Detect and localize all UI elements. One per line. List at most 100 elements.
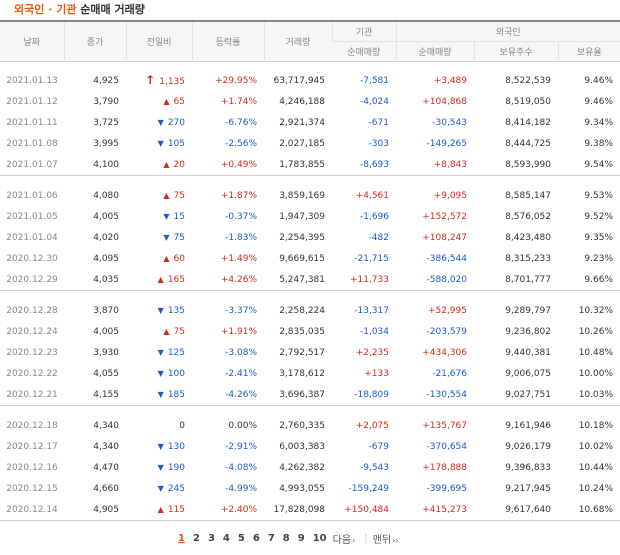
- cell-ratio-value: 10.68%: [578, 504, 614, 515]
- cell-rate: -4.99%: [192, 478, 264, 499]
- cell-holdings-value: 9,217,945: [505, 483, 551, 494]
- cell-holdings: 9,617,640: [474, 499, 558, 521]
- cell-date-value: 2021.01.13: [6, 75, 58, 86]
- table-row: 2021.01.05 4,005 ▼ 15 -0.37% 1,947,309 -1,696 +…: [0, 206, 620, 227]
- page-link[interactable]: 7: [267, 532, 275, 544]
- page-link[interactable]: 4: [222, 532, 230, 544]
- cell-rate-value: -2.91%: [225, 441, 257, 452]
- cell-rate: +4.26%: [192, 269, 264, 291]
- cell-inst-net-value: +2,235: [355, 347, 389, 358]
- cell-rate-value: 0.00%: [228, 420, 257, 431]
- cell-rate: +1.74%: [192, 91, 264, 112]
- cell-date: 2020.12.15: [0, 478, 64, 499]
- cell-ratio-value: 10.24%: [578, 483, 614, 494]
- cell-close-value: 4,905: [93, 504, 119, 515]
- cell-ratio: 10.32%: [558, 300, 620, 321]
- page-link[interactable]: 9: [297, 532, 305, 544]
- cell-date: 2020.12.16: [0, 457, 64, 478]
- cell-close: 3,725: [64, 112, 126, 133]
- cell-volume-value: 2,027,185: [279, 138, 325, 149]
- cell-holdings-value: 9,396,833: [505, 462, 551, 473]
- group-divider: [0, 175, 620, 185]
- cell-ratio: 9.46%: [558, 91, 620, 112]
- cell-ratio-value: 9.46%: [584, 75, 614, 86]
- cell-holdings: 9,006,075: [474, 363, 558, 384]
- cell-change-value: 270: [167, 117, 185, 128]
- cell-ratio-value: 9.66%: [584, 274, 614, 285]
- cell-foreign-net: +178,888: [396, 457, 474, 478]
- cell-volume-value: 4,262,382: [279, 462, 325, 473]
- page-link[interactable]: 3: [207, 532, 215, 544]
- cell-volume-value: 17,828,098: [273, 504, 325, 515]
- row-spacer: [0, 62, 620, 71]
- group-divider: [0, 405, 620, 415]
- cell-volume: 3,859,169: [264, 185, 332, 206]
- cell-rate: -6.76%: [192, 112, 264, 133]
- cell-foreign-net-value: +178,888: [422, 462, 467, 473]
- cell-holdings: 8,593,990: [474, 154, 558, 176]
- cell-volume: 4,993,055: [264, 478, 332, 499]
- cell-change: ▼ 135: [126, 300, 192, 321]
- cell-date-value: 2020.12.16: [6, 462, 58, 473]
- cell-holdings-value: 8,585,147: [505, 190, 551, 201]
- cell-inst-net: +133: [332, 363, 396, 384]
- cell-holdings-value: 8,414,182: [505, 117, 551, 128]
- down-triangle-icon: ▼: [157, 305, 164, 315]
- cell-rate: -2.56%: [192, 133, 264, 154]
- page-link[interactable]: 5: [237, 532, 245, 544]
- table-row: 2020.12.16 4,470 ▼ 190 -4.08% 4,262,382 -9,543…: [0, 457, 620, 478]
- down-triangle-icon: ▼: [157, 347, 164, 357]
- cell-foreign-net-value: -149,265: [426, 138, 467, 149]
- cell-date-value: 2020.12.23: [6, 347, 58, 358]
- cell-ratio-value: 10.44%: [578, 462, 614, 473]
- cell-ratio: 9.54%: [558, 154, 620, 176]
- cell-change-value: 0: [179, 420, 185, 431]
- up-triangle-icon: ▲: [163, 253, 170, 263]
- cell-change-value: 125: [167, 347, 185, 358]
- header-ratio: 보유율: [557, 41, 620, 62]
- cell-rate: -2.41%: [192, 363, 264, 384]
- up-triangle-icon: ▲: [163, 159, 170, 169]
- header-close: 종가: [63, 21, 126, 62]
- header-volume: 거래량: [263, 21, 332, 62]
- cell-inst-net: -4,024: [332, 91, 396, 112]
- cell-rate: -4.26%: [192, 384, 264, 406]
- cell-ratio-value: 10.18%: [578, 420, 614, 431]
- page-current[interactable]: 1: [178, 532, 185, 544]
- page-link[interactable]: 10: [312, 532, 327, 544]
- page-link[interactable]: 6: [252, 532, 260, 544]
- cell-volume: 1,783,855: [264, 154, 332, 176]
- page-link[interactable]: 8: [282, 532, 290, 544]
- last-page-link[interactable]: 맨뒤››: [373, 531, 403, 546]
- cell-date-value: 2020.12.14: [6, 504, 58, 515]
- cell-rate-value: -6.76%: [225, 117, 257, 128]
- up-triangle-icon: ▲: [157, 504, 164, 514]
- cell-volume-value: 3,696,387: [279, 389, 325, 400]
- header-foreign-net: 순매매량: [395, 41, 474, 62]
- cell-close: 4,095: [64, 248, 126, 269]
- next-page-link[interactable]: 다음›: [333, 531, 360, 546]
- cell-rate-value: -0.37%: [225, 211, 257, 222]
- cell-ratio-value: 9.38%: [584, 138, 614, 149]
- cell-change-value: 135: [167, 305, 185, 316]
- cell-inst-net-value: -679: [368, 441, 389, 452]
- cell-change: ↑ 1,135: [126, 70, 192, 91]
- cell-close-value: 3,995: [93, 138, 119, 149]
- cell-date: 2020.12.23: [0, 342, 64, 363]
- cell-rate: -4.08%: [192, 457, 264, 478]
- cell-date: 2020.12.21: [0, 384, 64, 406]
- section-title: 외국인 · 기관 순매매 거래량: [14, 0, 145, 20]
- cell-volume-value: 4,246,188: [279, 96, 325, 107]
- cell-holdings-value: 9,289,797: [505, 305, 551, 316]
- cell-close-value: 4,005: [93, 326, 119, 337]
- cell-change: ▲ 20: [126, 154, 192, 176]
- cell-foreign-net: -203,579: [396, 321, 474, 342]
- cell-close-value: 4,035: [93, 274, 119, 285]
- cell-volume: 2,835,035: [264, 321, 332, 342]
- table-row: 2020.12.14 4,905 ▲ 115 +2.40% 17,828,098 +150,…: [0, 499, 620, 521]
- cell-foreign-net-value: +434,306: [422, 347, 467, 358]
- page-link[interactable]: 2: [192, 532, 200, 544]
- cell-change: ▼ 15: [126, 206, 192, 227]
- cell-change: ▼ 125: [126, 342, 192, 363]
- cell-ratio-value: 10.00%: [578, 368, 614, 379]
